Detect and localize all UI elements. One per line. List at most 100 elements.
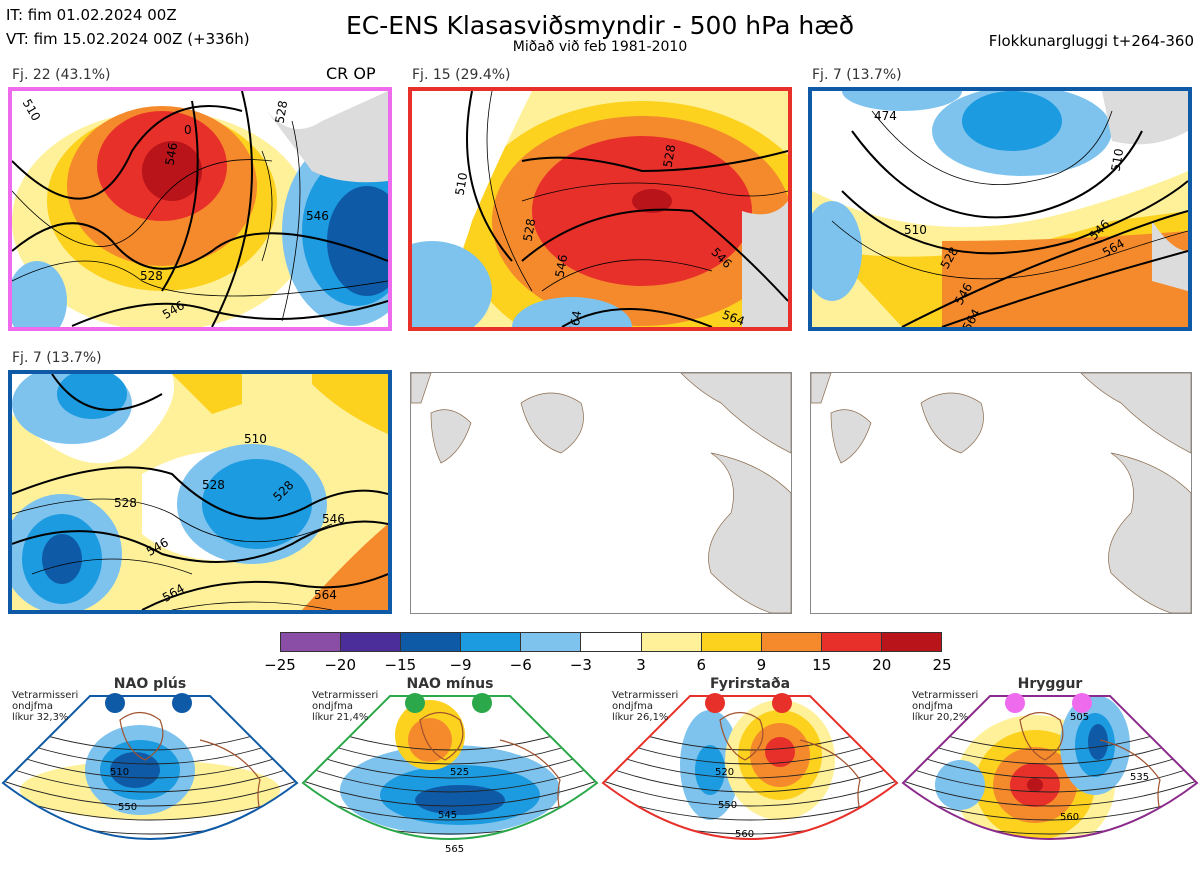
colorbar-swatch	[281, 633, 342, 651]
panel-extra-1: CR OP	[326, 64, 376, 83]
issue-time: IT: fim 01.02.2024 00Z	[6, 6, 177, 24]
regime-note-line: líkur 26,1%	[612, 712, 669, 723]
cluster-map-4-graphic	[12, 374, 388, 610]
colorbar-tick-label: −9	[449, 656, 472, 674]
regime-marker-dot	[405, 693, 425, 713]
regime-marker-dot	[105, 693, 125, 713]
contour-label: 0	[184, 123, 192, 137]
colorbar-swatch	[701, 633, 762, 651]
colorbar-ticks: −25 −20 −15 −9 −6 −3 3 6 9 15 20 25	[264, 656, 951, 674]
colorbar	[280, 632, 942, 652]
cluster-map-3-graphic	[812, 91, 1188, 327]
cluster-map-1: 546 0 528 546 528 546 510	[8, 87, 392, 331]
contour-label: 546	[322, 512, 345, 526]
panel-label-2: Fj. 15 (29.4%)	[412, 67, 511, 83]
colorbar-swatch	[821, 633, 882, 651]
contour-label: 564	[566, 309, 585, 331]
regime-map: 520 550 560	[601, 695, 899, 840]
cluster-map-4: 510 528 528 528 546 564 564 546	[8, 370, 392, 614]
colorbar-tick-label: 20	[872, 656, 892, 674]
page-title: EC-ENS Klasasviðsmyndir - 500 hPa hæð	[345, 11, 855, 40]
colorbar-swatch	[761, 633, 822, 651]
contour-label: 528	[114, 496, 137, 510]
regime-probability-note: Vetrarmisseri ondjfma líkur 32,3%	[12, 690, 78, 723]
contour-label: 528	[202, 478, 225, 492]
regime-note-line: líkur 20,2%	[912, 712, 969, 723]
regime-marker-dot	[1072, 693, 1092, 713]
colorbar-tick-label: 3	[636, 656, 646, 674]
colorbar-swatch	[581, 633, 642, 651]
contour-label: 510	[904, 223, 927, 237]
regime-note-line: Vetrarmisseri	[12, 690, 79, 701]
regime-probability-note: Vetrarmisseri ondjfma líkur 26,1%	[612, 690, 678, 723]
contour-label: 528	[140, 269, 163, 283]
regime-row: 510 550 NAO plús Vetrarmisseri ondjfma líkur …	[0, 676, 1200, 871]
colorbar-tick-label: −20	[324, 656, 356, 674]
regime-contour-label: 525	[450, 767, 469, 778]
regime-note-line: líkur 32,3%	[12, 712, 69, 723]
regime-note-line: ondjfma	[612, 701, 653, 712]
regime-contour-label: 560	[1060, 812, 1079, 823]
cluster-map-1-graphic	[12, 91, 388, 327]
regime-contour-label: 550	[718, 800, 737, 811]
regime-contour-label: 545	[438, 810, 457, 821]
panel-label-4: Fj. 7 (13.7%)	[12, 350, 102, 366]
empty-map-6-coastline	[811, 373, 1191, 613]
regime-map: 525 545 565	[301, 695, 599, 855]
regime-note-line: Vetrarmisseri	[912, 690, 979, 701]
regime-contour-label: 535	[1130, 772, 1149, 783]
contour-label: 564	[314, 588, 337, 602]
page-subtitle: Miðað við feb 1981-2010	[512, 39, 688, 55]
regime-contour-label: 565	[445, 844, 464, 855]
classification-window: Flokkunargluggi t+264-360	[988, 32, 1194, 50]
colorbar-swatch	[401, 633, 462, 651]
colorbar-tick-label: 15	[812, 656, 832, 674]
regime-contour-label: 505	[1070, 712, 1089, 723]
colorbar-tick-label: −25	[264, 656, 296, 674]
regime-marker-dot	[1005, 693, 1025, 713]
regime-note-line: Vetrarmisseri	[312, 690, 379, 701]
colorbar-swatch	[881, 633, 942, 651]
colorbar-tick-label: 9	[756, 656, 767, 674]
colorbar-tick-label: −6	[509, 656, 532, 674]
regime-title: NAO plús	[113, 676, 187, 692]
regime-contour-label: 520	[715, 767, 734, 778]
empty-map-5-coastline	[411, 373, 791, 613]
regime-title: Hryggur	[1017, 676, 1083, 692]
regime-note-line: ondjfma	[12, 701, 53, 712]
regime-note-line: líkur 21,4%	[312, 712, 369, 723]
regime-contour-label: 550	[118, 802, 137, 813]
regime-marker-dot	[472, 693, 492, 713]
empty-map-5	[410, 372, 792, 614]
regime-map: 510 550	[1, 695, 299, 840]
cluster-map-3: 474 510 510 528 546 564 546 564	[808, 87, 1192, 331]
regime-probability-note: Vetrarmisseri ondjfma líkur 21,4%	[312, 690, 378, 723]
regime-contour-label: 560	[735, 829, 754, 840]
panel-label-3: Fj. 7 (13.7%)	[812, 67, 902, 83]
colorbar-swatch	[461, 633, 522, 651]
colorbar-swatch	[341, 633, 402, 651]
regime-title: Fyrirstaða	[709, 676, 791, 692]
cluster-map-2-graphic	[412, 91, 788, 327]
regime-marker-dot	[772, 693, 792, 713]
colorbar-swatch	[521, 633, 582, 651]
regime-title: NAO mínus	[406, 676, 494, 692]
contour-label: 510	[244, 432, 267, 446]
contour-label: 546	[306, 209, 329, 223]
valid-time: VT: fim 15.02.2024 00Z (+336h)	[6, 30, 250, 48]
regime-note-line: Vetrarmisseri	[612, 690, 679, 701]
contour-label: 474	[874, 109, 897, 123]
colorbar-tick-label: 25	[932, 656, 952, 674]
panel-label-1: Fj. 22 (43.1%)	[12, 67, 111, 83]
regime-note-line: ondjfma	[912, 701, 953, 712]
empty-map-6	[810, 372, 1192, 614]
regime-contour-label: 510	[110, 767, 129, 778]
regime-note-line: ondjfma	[312, 701, 353, 712]
regime-marker-dot	[172, 693, 192, 713]
colorbar-tick-label: 6	[696, 656, 707, 674]
colorbar-tick-label: −15	[384, 656, 417, 674]
regime-map: 505 535 560	[901, 695, 1199, 840]
regime-marker-dot	[705, 693, 725, 713]
colorbar-tick-label: −3	[569, 656, 592, 674]
cluster-map-2: 510 528 546 528 546 564 564	[408, 87, 792, 331]
